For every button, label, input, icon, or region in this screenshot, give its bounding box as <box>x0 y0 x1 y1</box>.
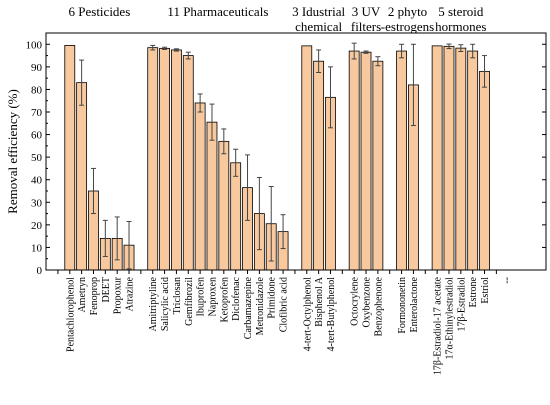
bar <box>443 45 455 271</box>
y-tick-label: 60 <box>31 130 43 142</box>
plot-frame <box>45 32 547 271</box>
x-tick-label: Gemfibrozil <box>184 277 195 326</box>
bar <box>218 140 230 271</box>
bar <box>159 47 170 271</box>
bar <box>360 51 372 271</box>
bar <box>182 55 194 271</box>
group-title: -estrogens <box>381 19 434 34</box>
x-tick-label: Triclosan <box>172 277 183 314</box>
x-tick-label: Fenoprop <box>89 277 100 315</box>
group-title: chemical <box>295 19 342 34</box>
x-tick-label: 17β-Estradiol <box>456 277 467 332</box>
y-tick-label: 100 <box>26 39 43 51</box>
bar <box>230 162 242 271</box>
x-tick-label: DEET <box>101 277 112 303</box>
error-bars <box>79 42 488 270</box>
bar <box>194 102 206 271</box>
y-tick-label: 0 <box>37 265 43 277</box>
y-axis: 0 10 20 30 40 50 60 70 80 90 100 <box>26 39 546 277</box>
x-tick-label: Estrone <box>468 276 479 307</box>
bar <box>76 82 88 271</box>
group-title: 3 UV <box>352 4 381 19</box>
y-tick-label: 20 <box>31 220 43 232</box>
bar <box>206 121 218 271</box>
y-axis-title: Removal efficiency (%) <box>5 89 20 214</box>
x-tick-label: Propoxur <box>113 276 124 314</box>
x-tick-label: Ametryn <box>77 277 88 313</box>
y-tick-label: 30 <box>31 197 43 209</box>
bars <box>64 45 490 271</box>
bar <box>467 50 479 271</box>
group-title: hormones <box>435 19 486 34</box>
y-tick-label: 50 <box>31 152 43 164</box>
x-tick-label: 4-tert-Octylphenol <box>302 277 313 352</box>
x-axis: Pentachlorophenol Ametryn Fenoprop DEET Prop… <box>57 270 512 375</box>
x-tick-label: Octocrylene <box>350 276 361 325</box>
bar <box>147 47 159 271</box>
x-tick-label: Carbamazepine <box>243 276 254 339</box>
x-tick-label: Ibuprofen <box>196 277 207 316</box>
x-tick-label: Clofibric acid <box>279 277 290 332</box>
bar <box>372 60 384 271</box>
x-tick-label: Amitriptyline <box>148 276 159 331</box>
x-tick-label: 17β-Estradiol-17 acetate <box>433 276 444 375</box>
group-title: filters <box>351 19 381 34</box>
bar <box>301 45 313 271</box>
group-title: 5 steroid <box>438 4 484 19</box>
x-tick-label: Benzophenone <box>373 276 384 336</box>
bar <box>431 45 443 271</box>
x-tick-label: Enterolactone <box>409 276 420 332</box>
group-title: 6 Pesticides <box>69 4 131 19</box>
y-tick-label: 40 <box>31 175 43 187</box>
x-tick-label: Salicylic acid <box>160 277 171 331</box>
bar <box>348 50 360 271</box>
y-tick-label: 10 <box>31 242 43 254</box>
x-tick-label: Bisphenol A <box>314 276 325 327</box>
y-tick-label: 70 <box>31 107 43 119</box>
x-tick-label: Oxybenzone <box>362 276 373 327</box>
x-trailing-label: -- <box>501 277 512 284</box>
x-tick-label: 17α-Ethinylestradiol <box>444 277 455 360</box>
bar <box>479 70 490 271</box>
group-title: 2 phyto <box>388 4 427 19</box>
x-tick-label: Pentachlorophenol <box>65 277 76 352</box>
x-tick-label: Formononetin <box>397 277 408 334</box>
bar <box>313 60 325 271</box>
y-tick-label: 90 <box>31 62 43 74</box>
bar <box>171 49 182 271</box>
group-title: 11 Pharmaceuticals <box>167 4 268 19</box>
group-titles: 6 Pesticides 11 Pharmaceuticals 3 Idustria… <box>69 4 487 34</box>
group-title: 3 Idustrial <box>292 4 345 19</box>
x-tick-label: 4-tert-Butylphenol <box>326 277 337 352</box>
x-tick-label: Naproxen <box>207 277 218 316</box>
bar <box>396 50 407 271</box>
x-tick-label: Diclofenac <box>231 276 242 320</box>
x-tick-label: Ketoprofen <box>219 277 230 323</box>
x-tick-label: Metronidazole <box>255 276 266 335</box>
x-tick-label: Estriol <box>480 277 491 304</box>
bar <box>455 47 467 271</box>
y-tick-label: 80 <box>31 84 43 96</box>
bar <box>64 45 76 271</box>
x-tick-label: Primidone <box>267 276 278 318</box>
x-tick-label: Atrazine <box>125 276 136 311</box>
